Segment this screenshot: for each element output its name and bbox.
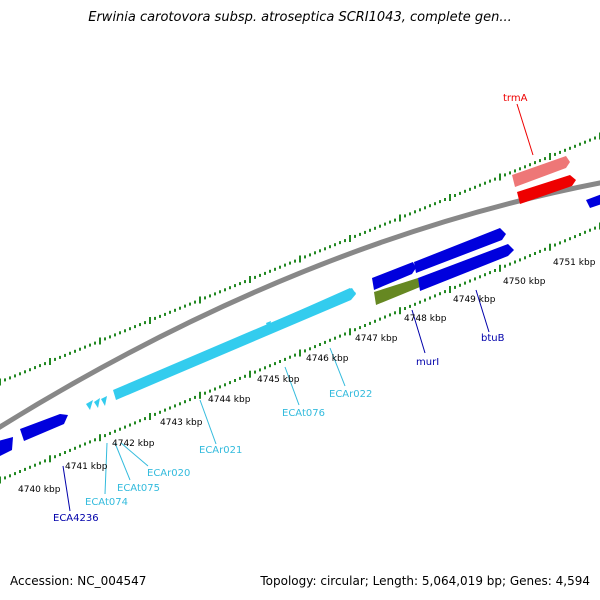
gene-label-trmA[interactable]: trmA [503, 93, 528, 104]
kbp-label: 4748 kbp [404, 314, 447, 324]
gene-label-ecar020[interactable]: ECAr020 [147, 468, 190, 479]
kbp-label: 4742 kbp [112, 439, 155, 449]
genome-summary-text: Topology: circular; Length: 5,064,019 bp… [260, 574, 590, 588]
ecat076-callout-line [284, 366, 300, 406]
cds-arrow-left-edge[interactable] [0, 437, 13, 457]
rna-feature-ecar022[interactable] [278, 288, 356, 329]
gene-label-ecar021[interactable]: ECAr021 [199, 445, 242, 456]
cds-arrow-right-edge[interactable] [586, 194, 600, 208]
gene-labels: trmA ECA4236 ECAt074 ECAt075 ECAr020 ECA… [53, 93, 528, 524]
kbp-label: 4745 kbp [257, 375, 300, 385]
cds-arrow-murI-region[interactable] [374, 278, 420, 305]
accession-text: Accession: NC_004547 [10, 574, 147, 588]
btuB-callout-line [475, 289, 490, 333]
ecar021-callout-line [199, 399, 217, 445]
rna-small-arrow-3[interactable] [101, 396, 107, 406]
cds-arrow-eca4236-region[interactable] [20, 414, 68, 441]
ecat074-callout-line [104, 442, 108, 495]
kbp-label: 4744 kbp [208, 395, 251, 405]
rna-small-arrow-2[interactable] [94, 398, 100, 408]
rna-small-arrow-1[interactable] [86, 400, 93, 410]
murI-callout-line [411, 309, 426, 354]
kbp-label: 4751 kbp [553, 258, 596, 268]
eca4236-callout-line [62, 465, 71, 512]
kbp-label: 4741 kbp [65, 462, 108, 472]
map-title: Erwinia carotovora subsp. atroseptica SC… [88, 10, 512, 25]
gene-label-eca4236[interactable]: ECA4236 [53, 513, 99, 524]
gene-label-ecat074[interactable]: ECAt074 [85, 497, 128, 508]
kbp-label: 4746 kbp [306, 354, 349, 364]
gene-label-ecar022[interactable]: ECAr022 [329, 389, 372, 400]
cds-arrow-btuB[interactable] [418, 244, 514, 291]
upper-tick-row [0, 132, 600, 386]
gene-label-ecat076[interactable]: ECAt076 [282, 408, 325, 419]
kbp-label: 4750 kbp [503, 277, 546, 287]
cds-arrow-upper-b[interactable] [414, 228, 506, 273]
kbp-label: 4749 kbp [453, 295, 496, 305]
gene-label-btuB[interactable]: btuB [481, 333, 505, 344]
kbp-label: 4743 kbp [160, 418, 203, 428]
gene-label-murI[interactable]: murI [416, 357, 439, 368]
cds-arrow-upper-a[interactable] [372, 262, 416, 290]
rna-small-arrow-4[interactable] [266, 321, 271, 331]
ecar020-callout-line [120, 442, 149, 467]
kbp-label: 4747 kbp [355, 334, 398, 344]
kbp-labels: 4740 kbp 4741 kbp 4742 kbp 4743 kbp 4744… [18, 258, 596, 495]
lower-tick-row [0, 222, 600, 484]
kbp-label: 4740 kbp [18, 485, 61, 495]
genome-backbone [0, 180, 600, 430]
trmA-callout-line [516, 103, 534, 156]
trmA-highlight[interactable] [517, 175, 576, 204]
ecat075-callout-line [114, 442, 131, 481]
callout-lines [62, 103, 534, 512]
ecar022-callout-line [329, 347, 346, 387]
gene-label-ecat075[interactable]: ECAt075 [117, 483, 160, 494]
trmA-highlight-pale[interactable] [512, 156, 570, 187]
